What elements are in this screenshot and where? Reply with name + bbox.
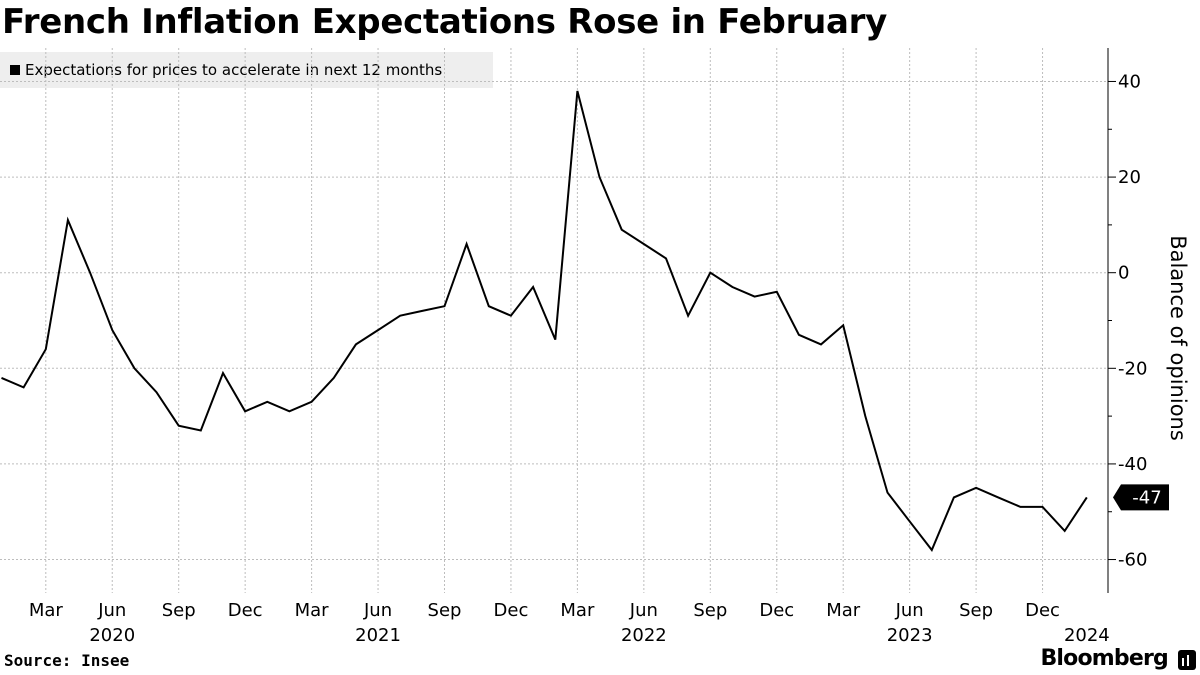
x-year-label: 2022: [621, 625, 667, 646]
series-line-price-expectations: [1, 90, 1088, 552]
x-month-label: Sep: [162, 600, 196, 621]
x-month-label: Mar: [295, 600, 330, 621]
x-month-label: Jun: [97, 600, 126, 621]
x-month-label: Dec: [759, 600, 794, 621]
series-layer: -47: [1, 90, 1169, 552]
chart-title: French Inflation Expectations Rose in Fe…: [2, 2, 887, 42]
y-axis-label-wrap: Balance of opinions: [1130, 203, 1200, 473]
y-tick-label: 20: [1118, 167, 1141, 188]
legend-label: Expectations for prices to accelerate in…: [25, 61, 443, 79]
y-axis: 40 20 0 -20 -40 -60: [1107, 48, 1147, 593]
y-tick-label: -20: [1118, 358, 1147, 379]
legend-swatch-icon: [10, 65, 20, 75]
bloomberg-logo: Bloomberg: [1040, 646, 1168, 671]
legend: Expectations for prices to accelerate in…: [0, 52, 493, 88]
y-tick-label: -60: [1118, 550, 1147, 571]
x-month-label: Dec: [228, 600, 263, 621]
x-month-label: Mar: [826, 600, 861, 621]
x-month-label: Mar: [29, 600, 64, 621]
x-month-label: Jun: [629, 600, 658, 621]
x-year-label: 2024: [1064, 625, 1110, 646]
x-month-label: Mar: [560, 600, 595, 621]
x-month-label: Dec: [494, 600, 529, 621]
x-year-label: 2020: [89, 625, 135, 646]
x-month-label: Sep: [428, 600, 462, 621]
y-axis-label: Balance of opinions: [1166, 235, 1191, 441]
y-tick-label: 40: [1118, 71, 1141, 92]
last-value-label: -47: [1132, 487, 1161, 508]
x-month-label: Sep: [693, 600, 727, 621]
grid-lines: [0, 48, 1108, 593]
x-axis: Mar Jun Sep Dec Mar Jun Sep Dec Mar Jun Sep Dec Mar J…: [29, 600, 1110, 646]
bloomberg-bars-icon: [1178, 650, 1196, 670]
y-tick-label: -40: [1118, 454, 1147, 475]
y-tick-label: 0: [1118, 263, 1129, 284]
x-month-label: Sep: [959, 600, 993, 621]
x-year-label: 2021: [355, 625, 401, 646]
x-month-label: Dec: [1025, 600, 1060, 621]
last-value-callout: [1113, 484, 1169, 511]
x-month-label: Jun: [363, 600, 392, 621]
x-month-label: Jun: [895, 600, 924, 621]
x-year-label: 2023: [887, 625, 933, 646]
source-note: Source: Insee: [4, 651, 130, 670]
